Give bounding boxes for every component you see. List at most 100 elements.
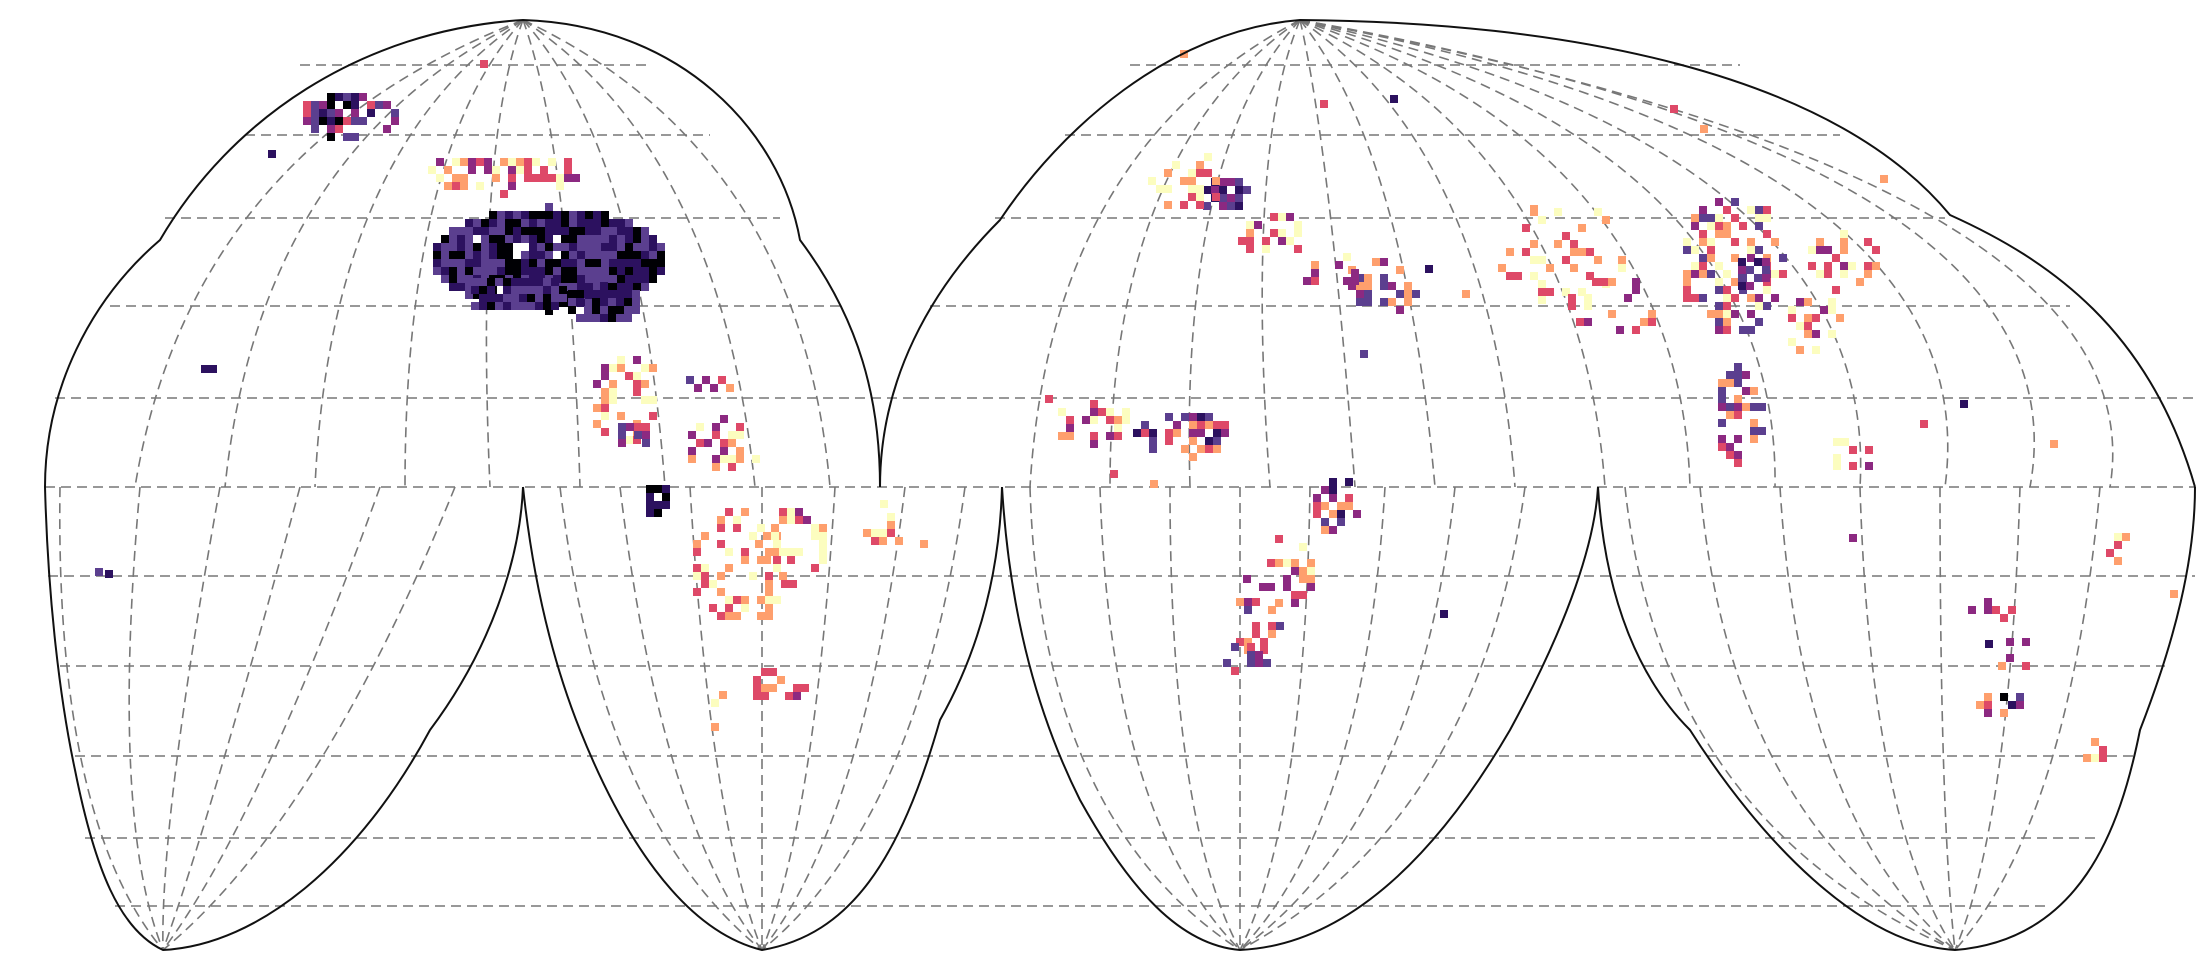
density-cell <box>1731 278 1739 286</box>
density-cell <box>540 174 548 182</box>
density-cell <box>481 251 489 259</box>
density-cell <box>1828 330 1836 338</box>
density-cell <box>391 109 399 117</box>
density-cell <box>753 684 761 692</box>
density-cell <box>449 259 457 267</box>
density-cell <box>1592 278 1600 286</box>
density-cell <box>1755 206 1763 214</box>
meridian-line <box>689 486 763 951</box>
density-cell <box>2083 754 2091 762</box>
density-cell <box>608 306 616 314</box>
density-cell <box>1779 270 1787 278</box>
density-cell <box>741 556 749 564</box>
density-cell <box>600 306 608 314</box>
density-cell <box>711 699 719 707</box>
density-cell <box>433 251 441 259</box>
density-cell <box>1683 278 1691 286</box>
density-cell <box>2050 440 2058 448</box>
density-cell <box>1824 262 1832 270</box>
density-cell <box>1268 630 1276 638</box>
density-cell <box>1578 224 1586 232</box>
density-cell <box>1165 429 1173 437</box>
density-cell <box>1734 371 1742 379</box>
density-cell <box>793 684 801 692</box>
density-cell <box>449 243 457 251</box>
density-cell <box>601 219 609 227</box>
density-cell <box>503 294 511 302</box>
density-cell <box>1247 659 1255 667</box>
density-cell <box>617 275 625 283</box>
density-cell <box>1734 411 1742 419</box>
density-cell <box>489 267 497 275</box>
density-cell <box>1849 462 1857 470</box>
density-cell <box>479 278 487 286</box>
meridian-line <box>314 19 524 488</box>
density-cell <box>1840 246 1848 254</box>
density-cell <box>1294 245 1302 253</box>
density-cell <box>609 364 617 372</box>
density-cell <box>1750 427 1758 435</box>
density-cell <box>444 166 452 174</box>
density-cell <box>1707 214 1715 222</box>
density-cell <box>1538 288 1546 296</box>
density-cell <box>209 365 217 373</box>
density-cell <box>1141 429 1149 437</box>
meridian-line <box>128 486 164 951</box>
density-cell <box>497 227 505 235</box>
density-cell <box>1538 296 1546 304</box>
density-cell <box>1235 194 1243 202</box>
meridian-line <box>1859 486 1956 951</box>
density-cell <box>2091 738 2099 746</box>
density-cell <box>593 283 601 291</box>
density-cell <box>569 283 577 291</box>
density-cell <box>535 278 543 286</box>
density-cell <box>765 572 773 580</box>
density-cell <box>545 211 553 219</box>
density-cell <box>1747 254 1755 262</box>
density-cell <box>785 692 793 700</box>
density-cell <box>559 294 567 302</box>
density-cell <box>641 283 649 291</box>
density-cell <box>492 166 500 174</box>
density-cell <box>1723 310 1731 318</box>
density-cell <box>465 235 473 243</box>
density-cell <box>693 588 701 596</box>
density-cell <box>616 314 624 322</box>
density-cell <box>1291 591 1299 599</box>
meridian-line <box>559 486 763 951</box>
density-cell <box>1329 510 1337 518</box>
density-cell <box>1244 598 1252 606</box>
density-cell <box>1246 221 1254 229</box>
density-cell <box>749 572 757 580</box>
density-cell <box>1329 486 1337 494</box>
density-cell <box>609 283 617 291</box>
density-cell <box>1291 559 1299 567</box>
density-cell <box>351 109 359 117</box>
density-cell <box>527 294 535 302</box>
density-cell <box>497 211 505 219</box>
density-cell <box>1329 494 1337 502</box>
density-cell <box>1762 274 1770 282</box>
density-cell <box>1313 502 1321 510</box>
density-cell <box>593 259 601 267</box>
density-cell <box>1380 258 1388 266</box>
density-cell <box>1723 286 1731 294</box>
density-cell <box>717 524 725 532</box>
density-cell <box>1197 413 1205 421</box>
density-cell <box>508 166 516 174</box>
density-cell <box>753 676 761 684</box>
density-cell <box>1380 274 1388 282</box>
density-cell <box>497 219 505 227</box>
density-cell <box>617 235 625 243</box>
density-cell <box>473 251 481 259</box>
density-cell <box>1291 567 1299 575</box>
density-cell <box>1307 559 1315 567</box>
density-cell <box>1188 177 1196 185</box>
density-cell <box>609 251 617 259</box>
density-cell <box>1731 214 1739 222</box>
density-cell <box>601 364 609 372</box>
density-cell <box>2000 614 2008 622</box>
density-cell <box>553 227 561 235</box>
density-cell <box>779 572 787 580</box>
density-cell <box>1683 238 1691 246</box>
